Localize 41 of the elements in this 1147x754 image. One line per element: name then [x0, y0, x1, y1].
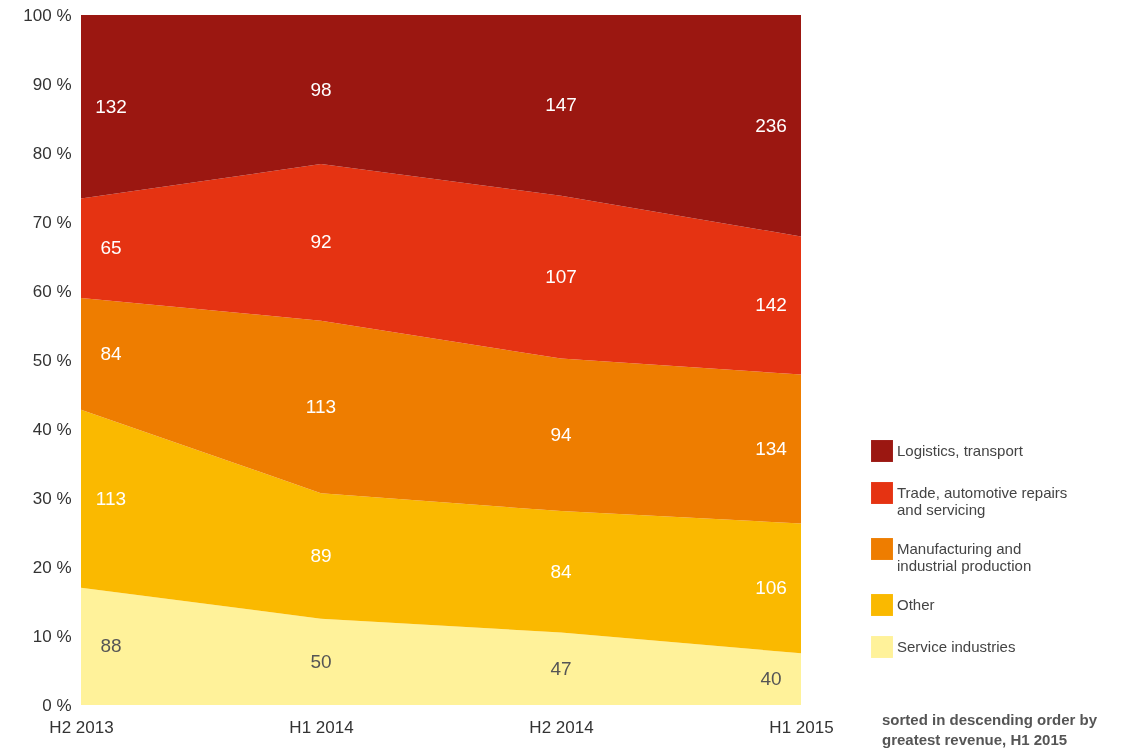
- annotation: 147: [545, 94, 577, 116]
- legend-label: Manufacturing and industrial production: [897, 540, 1032, 574]
- legend-label: Trade, automotive repairs and servicing: [897, 484, 1068, 518]
- y-tick-label: 90 %: [32, 74, 72, 94]
- x-tick-label: H2 2014: [529, 717, 594, 737]
- y-tick-label: 70 %: [32, 212, 72, 232]
- y-tick-label: 20 %: [32, 557, 72, 577]
- annotation: 134: [755, 438, 788, 460]
- annotation: 107: [545, 266, 577, 288]
- y-tick-label: 30 %: [32, 488, 72, 508]
- annotation: 92: [310, 231, 332, 253]
- y-tick-label: 0 %: [42, 695, 72, 715]
- annotation: 50: [310, 650, 332, 672]
- legend-label: Logistics, transport: [897, 442, 1024, 459]
- y-tick-label: 100 %: [23, 5, 72, 25]
- annotation: 98: [310, 78, 332, 100]
- x-tick-label: H1 2015: [769, 717, 834, 737]
- annotation: 40: [760, 668, 782, 690]
- legend-label: Service industries: [897, 638, 1016, 655]
- annotation: 84: [550, 560, 572, 582]
- annotation: 113: [305, 395, 337, 417]
- annotation: 113: [95, 487, 127, 509]
- annotation: 84: [100, 342, 122, 364]
- annotation: 94: [550, 423, 572, 445]
- annotation: 106: [755, 577, 787, 599]
- y-tick-label: 50 %: [32, 350, 72, 370]
- y-tick-label: 40 %: [32, 419, 72, 439]
- y-tick-label: 10 %: [32, 626, 72, 646]
- annotation: 47: [550, 657, 572, 679]
- annotation: 142: [755, 294, 787, 316]
- annotation: 236: [755, 114, 787, 136]
- annotation: 88: [100, 635, 122, 657]
- y-tick-label: 60 %: [32, 281, 72, 301]
- annotation: 132: [95, 95, 127, 117]
- y-tick-label: 80 %: [32, 143, 72, 163]
- annotation: 89: [310, 544, 332, 566]
- x-tick-label: H1 2014: [289, 717, 354, 737]
- annotation: 65: [100, 237, 122, 259]
- x-tick-label: H2 2013: [49, 717, 114, 737]
- legend-label: Other: [897, 596, 935, 613]
- text: sorted in descending order by greatest revenue, H1 2015: [882, 710, 1099, 749]
